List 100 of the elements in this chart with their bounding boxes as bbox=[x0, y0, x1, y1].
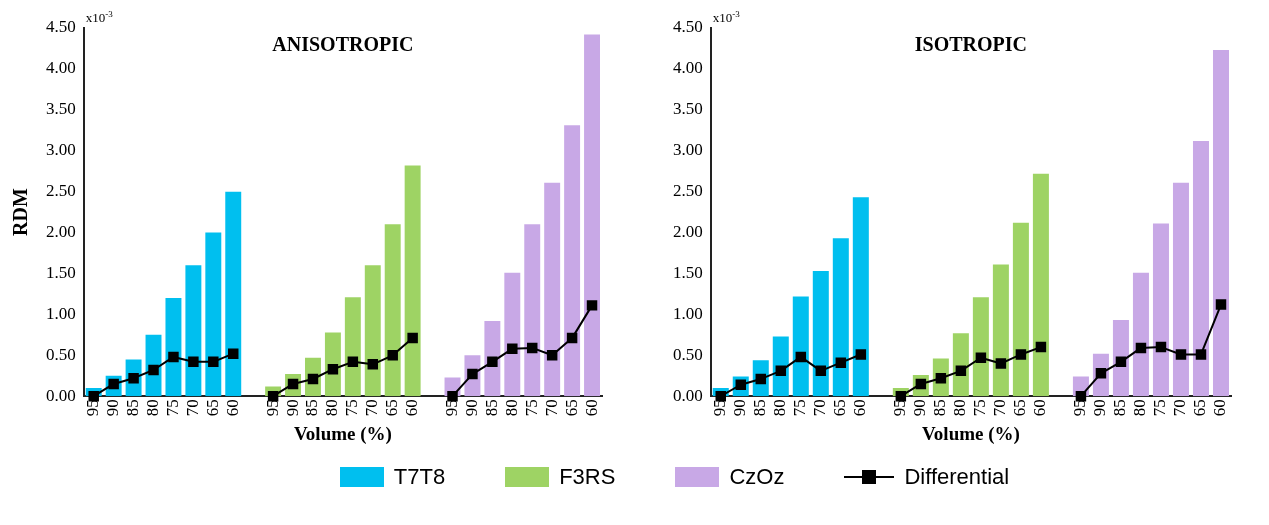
y-tick-label: 3.50 bbox=[673, 99, 703, 119]
bar bbox=[564, 125, 581, 397]
bar bbox=[1012, 222, 1029, 397]
point bbox=[387, 350, 398, 361]
x-tick-label: 85 bbox=[1110, 399, 1130, 417]
point bbox=[995, 358, 1007, 369]
point bbox=[208, 356, 219, 368]
x-tick-label: 75 bbox=[970, 399, 990, 417]
bar bbox=[852, 197, 869, 397]
bar bbox=[364, 265, 381, 397]
bar bbox=[544, 182, 561, 397]
bar bbox=[1032, 173, 1049, 397]
bar bbox=[1192, 140, 1209, 397]
y-tick-label: 0.00 bbox=[673, 385, 703, 405]
bar bbox=[165, 298, 182, 397]
x-tick-label: 80 bbox=[142, 399, 162, 417]
y-tick-label: 0.00 bbox=[46, 385, 76, 405]
x-tick-label: 90 bbox=[730, 399, 750, 417]
bar bbox=[812, 271, 829, 397]
point bbox=[815, 365, 827, 377]
bar bbox=[225, 191, 242, 397]
x-tick-label: 60 bbox=[1030, 399, 1050, 417]
point bbox=[1015, 349, 1027, 360]
point bbox=[1115, 356, 1127, 368]
bar bbox=[792, 296, 809, 397]
point bbox=[188, 356, 199, 368]
point bbox=[1155, 341, 1167, 353]
x-tick-label: 90 bbox=[103, 399, 123, 417]
x-tick-label: 80 bbox=[322, 399, 342, 417]
legend-label: CzOz bbox=[729, 464, 785, 490]
bar bbox=[524, 224, 541, 397]
bar bbox=[992, 264, 1009, 397]
legend-label: F3RS bbox=[559, 464, 616, 490]
x-tick-label: 90 bbox=[1090, 399, 1110, 417]
x-tick-label: 85 bbox=[750, 399, 770, 417]
y-tick-label: 2.50 bbox=[46, 181, 76, 201]
x-tick-label: 70 bbox=[541, 399, 561, 417]
x-tick-label: 60 bbox=[402, 399, 422, 417]
bar bbox=[205, 232, 222, 397]
y-tick-label: 1.50 bbox=[46, 262, 76, 282]
point bbox=[347, 356, 359, 368]
x-tick-label: 90 bbox=[282, 399, 302, 417]
x-tick-label: 65 bbox=[1190, 399, 1210, 417]
x-tick-label: 70 bbox=[990, 399, 1010, 417]
point bbox=[367, 359, 379, 370]
legend-label: Differential bbox=[904, 464, 1010, 490]
x-tick-label: 65 bbox=[561, 399, 581, 417]
bar bbox=[404, 165, 421, 397]
x-axis-title: Volume (%) bbox=[293, 422, 392, 445]
x-tick-label: 65 bbox=[202, 399, 222, 417]
point bbox=[586, 300, 598, 311]
x-tick-label: 75 bbox=[790, 399, 810, 417]
y-tick-label: 3.00 bbox=[46, 140, 76, 160]
point bbox=[1195, 349, 1207, 360]
bar bbox=[484, 320, 501, 397]
point bbox=[1215, 299, 1227, 310]
bar bbox=[584, 34, 601, 397]
x-tick-label: 70 bbox=[810, 399, 830, 417]
x-tick-label: 60 bbox=[581, 399, 601, 417]
x-axis-title: Volume (%) bbox=[921, 422, 1020, 445]
x-tick-label: 85 bbox=[930, 399, 950, 417]
x-tick-label: 75 bbox=[342, 399, 362, 417]
point bbox=[407, 332, 418, 344]
x-tick-label: 70 bbox=[182, 399, 202, 417]
point bbox=[1175, 349, 1187, 360]
x-tick-label: 85 bbox=[123, 399, 143, 417]
bar bbox=[1132, 272, 1149, 397]
x-tick-label: 75 bbox=[521, 399, 541, 417]
point bbox=[148, 364, 159, 376]
bar bbox=[185, 265, 202, 397]
x-tick-label: 65 bbox=[1010, 399, 1030, 417]
bar bbox=[832, 238, 849, 397]
x-tick-label: 60 bbox=[850, 399, 870, 417]
x-tick-label: 80 bbox=[950, 399, 970, 417]
bar bbox=[384, 224, 401, 397]
point bbox=[487, 356, 498, 368]
x-tick-label: 85 bbox=[302, 399, 322, 417]
y-tick-label: 4.50 bbox=[673, 17, 703, 37]
bar bbox=[972, 297, 989, 397]
y-tick-label: 4.00 bbox=[46, 58, 76, 78]
y-tick-label: 0.50 bbox=[673, 344, 703, 364]
x-tick-label: 60 bbox=[1210, 399, 1230, 417]
point bbox=[1035, 341, 1047, 353]
y-tick-label: 3.00 bbox=[673, 140, 703, 160]
y-tick-label: 2.00 bbox=[673, 222, 703, 242]
point bbox=[1135, 342, 1147, 354]
x-tick-label: 80 bbox=[770, 399, 790, 417]
point bbox=[507, 343, 518, 354]
y-tick-label: 2.00 bbox=[46, 222, 76, 242]
y-tick-label: 1.00 bbox=[46, 303, 76, 323]
point bbox=[168, 351, 179, 363]
y-tick-label: 1.50 bbox=[673, 262, 703, 282]
x-tick-label: 75 bbox=[1150, 399, 1170, 417]
y-axis-title: RDM bbox=[9, 188, 32, 236]
point bbox=[566, 332, 578, 344]
x-tick-label: 65 bbox=[830, 399, 850, 417]
x-tick-label: 65 bbox=[382, 399, 402, 417]
y-tick-label: 1.00 bbox=[673, 303, 703, 323]
y-tick-label: 4.50 bbox=[46, 17, 76, 37]
point bbox=[795, 351, 807, 363]
